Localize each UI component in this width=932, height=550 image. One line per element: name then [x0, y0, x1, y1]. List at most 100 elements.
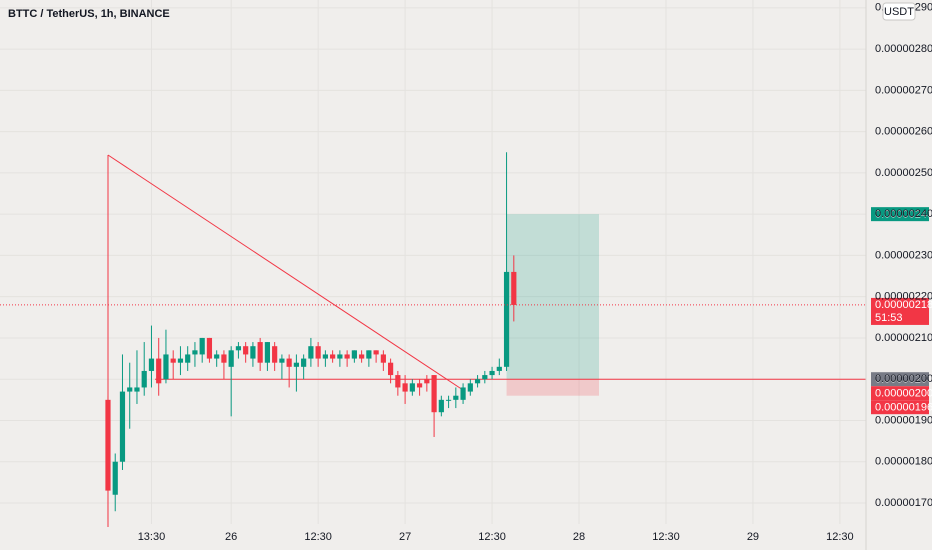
candle-body — [286, 358, 292, 367]
candle-body — [134, 387, 140, 392]
candle-body — [257, 342, 263, 363]
candle-body — [460, 387, 466, 400]
y-tick-label: 0.00000280 — [875, 43, 932, 55]
y-tick-label: 0.00000210 — [875, 332, 932, 344]
candle-body — [402, 383, 408, 392]
candles — [105, 152, 517, 520]
candle-body — [482, 375, 488, 380]
y-tick-label: 0.00000200 — [875, 373, 932, 385]
candle-body — [148, 358, 155, 371]
x-tick-label: 27 — [399, 531, 411, 543]
y-tick-label: 0.00000270 — [875, 84, 932, 96]
candle-body — [330, 354, 336, 359]
y-tick-label: 0.00000260 — [875, 126, 932, 138]
candle-body — [170, 358, 176, 363]
candle-body — [474, 379, 481, 384]
candle-body — [112, 461, 118, 495]
currency-badge[interactable] — [882, 2, 916, 21]
candle-body — [272, 346, 278, 363]
candle-body — [359, 354, 365, 359]
candle-body — [344, 354, 350, 359]
x-tick-label: 12:30 — [826, 531, 854, 543]
candle-body — [221, 354, 227, 363]
position-profit-zone — [506, 214, 599, 380]
candle-body — [301, 358, 307, 367]
countdown-label: 51:53 — [875, 312, 903, 324]
candle-body — [438, 399, 444, 413]
candle-body — [351, 350, 357, 359]
candle-body — [185, 354, 191, 363]
price-tag-label: 0.00000200 — [875, 374, 932, 386]
candle-body — [235, 346, 242, 351]
candle-body — [214, 354, 220, 359]
candle-body — [127, 387, 133, 392]
price-tag-label: 0.00000240 — [875, 209, 932, 221]
x-tick-label: 26 — [225, 531, 237, 543]
x-tick-label: 13:30 — [138, 531, 166, 543]
candle-body — [467, 383, 473, 392]
candle-body — [206, 337, 213, 359]
x-tick-label: 12:30 — [652, 531, 680, 543]
y-tick-label: 0.00000170 — [875, 497, 932, 509]
candle-body — [177, 358, 184, 363]
candle-body — [373, 350, 379, 355]
candle-body — [395, 375, 401, 388]
trend-line — [107, 154, 464, 391]
candle-body — [228, 350, 234, 367]
price-tag — [871, 372, 929, 387]
price-tag — [871, 207, 929, 222]
candle-body — [445, 399, 452, 401]
candle-body — [308, 346, 314, 359]
candle-body — [322, 354, 328, 359]
price-tag-label: 0.00000196 — [875, 402, 932, 414]
candle-body — [366, 350, 372, 359]
x-tick-label: 29 — [747, 531, 759, 543]
y-tick-label: 0.00000250 — [875, 167, 932, 179]
x-tick-label: 12:30 — [478, 531, 506, 543]
candle-body — [199, 337, 205, 355]
axes: 0.00000170 0.00000180 0.00000190 0.00000200… — [138, 2, 932, 543]
candle-body — [431, 375, 437, 413]
candle-body — [141, 370, 147, 388]
candle-body — [503, 271, 510, 367]
currency-label[interactable]: USDT — [884, 6, 914, 18]
candle-body — [243, 346, 249, 355]
candle-body — [388, 362, 394, 376]
candle-body — [250, 346, 256, 359]
candle-body — [105, 399, 111, 491]
y-tick-label: 0.00000180 — [875, 456, 932, 468]
chart-title: BTTC / TetherUS, 1h, BINANCE — [8, 8, 170, 20]
candle-body — [416, 383, 423, 388]
candle-body — [163, 354, 169, 380]
y-tick-label: 0.00000190 — [875, 414, 932, 426]
candle-body — [315, 346, 321, 359]
y-tick-label: 0.00000240 — [875, 208, 932, 220]
price-tag — [871, 400, 929, 415]
candle-body — [453, 395, 459, 400]
grid — [0, 0, 866, 524]
x-tick-label: 12:30 — [304, 531, 332, 543]
candle-body — [156, 358, 162, 384]
candle-body — [337, 354, 343, 359]
candle-body — [424, 379, 430, 384]
candle-body — [496, 366, 502, 371]
position-loss-zone — [506, 379, 599, 396]
candle-body — [489, 370, 495, 376]
candle-body — [409, 383, 415, 392]
candle-body — [380, 354, 386, 363]
candle-body — [293, 362, 299, 367]
y-tick-label: 0.00000230 — [875, 249, 932, 261]
price-tag — [871, 386, 929, 401]
y-tick-label: 0.00000220 — [875, 291, 932, 303]
candle-body — [192, 350, 198, 355]
candle-body — [511, 271, 517, 305]
candle-body — [119, 391, 126, 462]
last-price-label: 0.00000218 — [875, 299, 932, 311]
x-tick-label: 28 — [573, 531, 585, 543]
last-price-tag — [871, 297, 929, 325]
price-tag-label: 0.00000200 — [875, 388, 932, 400]
candle-body — [264, 342, 271, 363]
